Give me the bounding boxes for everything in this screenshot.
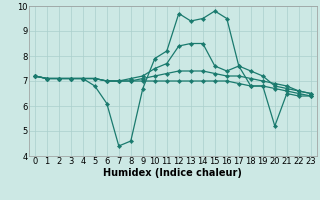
X-axis label: Humidex (Indice chaleur): Humidex (Indice chaleur)	[103, 168, 242, 178]
